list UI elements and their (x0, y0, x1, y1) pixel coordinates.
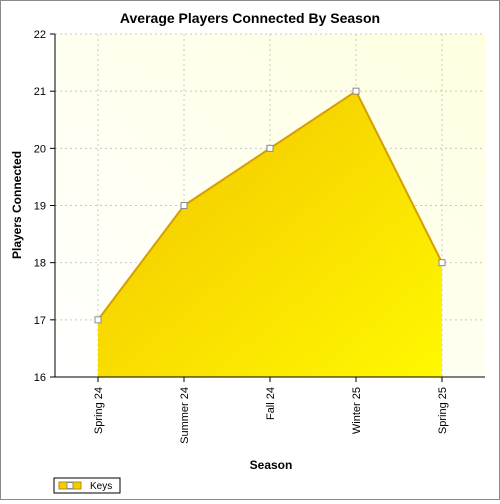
data-area-layer (94, 87, 446, 378)
x-tick-label: Winter 25 (351, 387, 363, 434)
series-area-fill (98, 91, 442, 378)
x-tick-label: Spring 25 (437, 387, 449, 434)
chart-title: Average Players Connected By Season (120, 10, 380, 26)
y-tick-label: 22 (34, 29, 46, 41)
x-axis-label: Season (250, 458, 293, 472)
data-point-marker (352, 87, 360, 95)
y-tick-label: 18 (34, 258, 46, 270)
y-tick-label: 17 (34, 315, 46, 327)
data-point-marker (180, 202, 188, 209)
legend-marker (66, 482, 74, 489)
y-tick-label: 19 (34, 201, 46, 213)
x-axis-ticks: Spring 24 Summer 24 Fall 24 Winter 25 Spring… (93, 377, 449, 444)
data-point-marker (94, 316, 102, 324)
legend: Keys (53, 477, 121, 494)
legend-label: Keys (90, 481, 112, 492)
y-tick-label: 16 (34, 372, 46, 384)
data-point-marker (438, 259, 446, 267)
x-tick-label: Fall 24 (265, 387, 277, 420)
y-tick-label: 21 (34, 86, 46, 98)
x-tick-label: Spring 24 (93, 387, 105, 434)
data-point-marker (266, 144, 274, 152)
y-axis-ticks: 16 17 18 19 20 21 22 (34, 29, 55, 384)
x-tick-label: Summer 24 (179, 387, 191, 444)
y-tick-label: 20 (34, 143, 46, 155)
y-axis-label: Players Connected (10, 151, 24, 259)
